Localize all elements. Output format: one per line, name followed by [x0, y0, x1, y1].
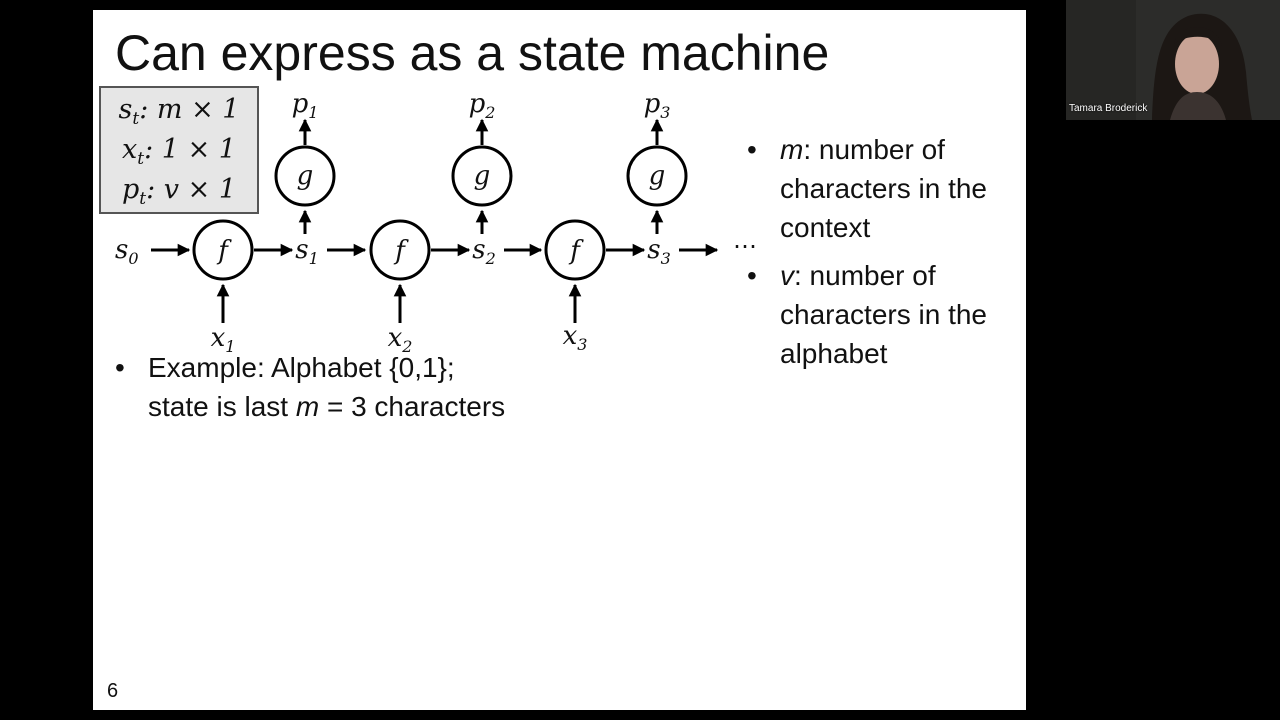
dimensions-box: st: m × 1 xt: 1 × 1 pt: v × 1 [99, 86, 259, 214]
slide: Can express as a state machine st: m × 1… [93, 10, 1026, 710]
definition-var: m [780, 134, 804, 165]
dimension-sub: t [132, 109, 140, 129]
slide-title: Can express as a state machine [115, 25, 830, 81]
dimension-var: x [122, 134, 138, 165]
function-node-f3 [544, 219, 606, 281]
bullet-dot: • [115, 352, 125, 383]
example-line-2: state is last m = 3 characters [148, 387, 631, 426]
dimension-sub: t [139, 189, 147, 209]
output-node-g3 [626, 145, 688, 207]
state-s3-label: s3 [647, 235, 671, 268]
dimension-size: : 1 × 1 [144, 134, 236, 165]
output-p1-label: p1 [292, 89, 319, 122]
input-x2-label: x2 [388, 323, 413, 356]
example-var: m [295, 391, 320, 422]
definition-m: • m: number of characters in the context [743, 130, 1026, 247]
dimension-size: : m × 1 [139, 94, 240, 125]
dimension-row-p: pt: v × 1 [101, 174, 257, 209]
example-item: • Example: Alphabet {0,1}; state is last… [111, 348, 631, 426]
webcam-tile[interactable]: Tamara Broderick [1066, 0, 1280, 120]
definition-text: : number of characters in the context [780, 134, 987, 243]
bullet-dot: • [747, 260, 757, 291]
example-text: = 3 characters [319, 391, 506, 422]
dimension-var: s [118, 94, 133, 125]
dimension-var: p [121, 174, 140, 205]
output-g2-label: g [474, 161, 491, 191]
dimension-size: : v × 1 [146, 174, 237, 205]
output-g3-label: g [649, 161, 666, 191]
output-p2-label: p2 [469, 89, 496, 122]
page-number: 6 [107, 680, 119, 702]
output-node-g2 [451, 145, 513, 207]
definition-var: v [780, 260, 794, 291]
state-s2-label: s2 [472, 235, 496, 268]
dimension-sub: t [137, 149, 145, 169]
output-p3-label: p3 [644, 89, 671, 122]
input-x3-label: x3 [563, 321, 588, 354]
state-s1-label: s1 [295, 235, 319, 268]
output-g1-label: g [297, 161, 314, 191]
input-x1-label: x1 [211, 323, 236, 356]
example-text: state is last [148, 391, 296, 422]
definition-v: • v: number of characters in the alphabet [743, 256, 1026, 373]
definition-text: : number of characters in the alphabet [780, 260, 987, 369]
state-s0-label: s0 [115, 235, 139, 268]
function-node-f2 [369, 219, 431, 281]
definitions-list: • m: number of characters in the context … [743, 130, 1026, 373]
ellipsis: ⋯ [733, 232, 757, 260]
participant-name: Tamara Broderick [1069, 103, 1148, 114]
function-node-f1 [192, 219, 254, 281]
dimension-row-s: st: m × 1 [101, 94, 257, 129]
example-bullet: • Example: Alphabet {0,1}; state is last… [111, 348, 631, 426]
participant-video [1066, 0, 1280, 120]
dimension-row-x: xt: 1 × 1 [101, 134, 257, 169]
state-machine-diagram: s0 f x1 s1 g p1 f x2 s2 g p2 f x3 s3 [115, 89, 757, 356]
output-node-g1 [274, 145, 336, 207]
example-line-1: Example: Alphabet {0,1}; [148, 352, 455, 383]
bullet-dot: • [747, 134, 757, 165]
